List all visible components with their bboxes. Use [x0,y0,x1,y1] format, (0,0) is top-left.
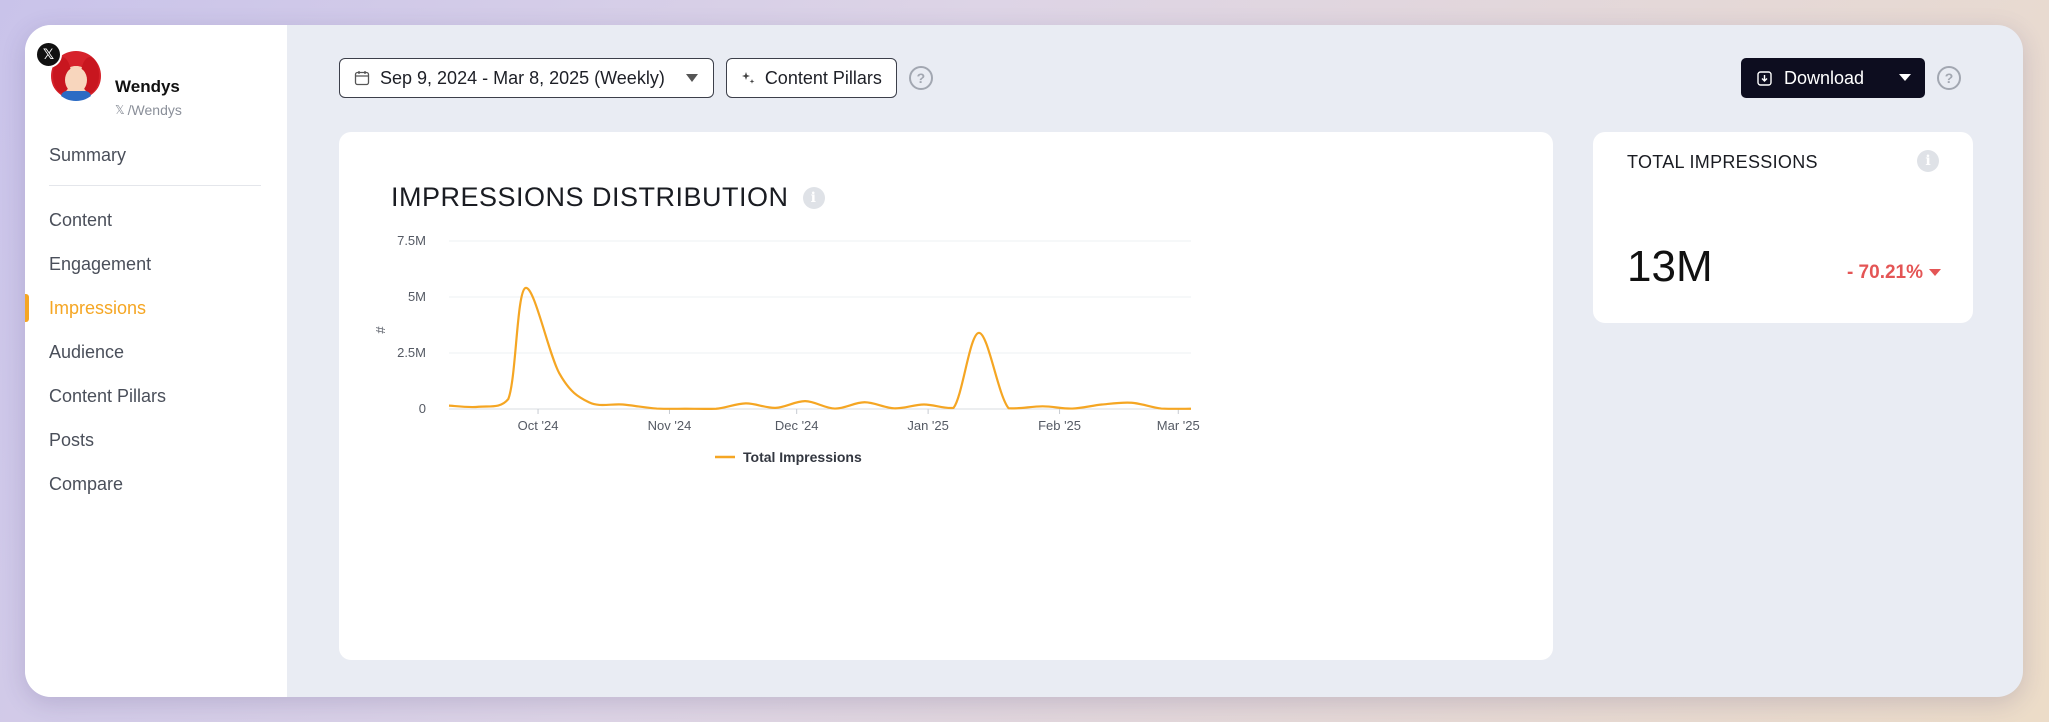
chart-title: IMPRESSIONS DISTRIBUTION i [391,182,825,213]
y-tick-label: 7.5M [397,233,426,248]
triangle-down-icon [1929,269,1941,276]
sidebar-item-audience[interactable]: Audience [49,341,125,362]
sidebar-item-content[interactable]: Content [49,209,113,230]
change-badge: - 70.21% [1847,262,1941,284]
legend-item: Total Impressions [743,449,862,465]
sparkle-icon [741,72,755,84]
y-axis-label: # [373,326,388,334]
profile-handle-text: /Wendys [127,102,182,118]
x-small-icon: 𝕏 [115,103,125,117]
chart-title-text: IMPRESSIONS DISTRIBUTION [391,182,789,212]
info-icon[interactable]: i [802,186,825,209]
download-dropdown-caret[interactable] [1885,74,1925,82]
download-button[interactable]: Download [1741,58,1925,98]
change-value: - 70.21% [1846,262,1923,283]
total-impressions-info-icon[interactable]: i [1917,150,1939,172]
nav-divider [49,185,261,186]
sidebar-item-compare[interactable]: Compare [49,473,124,494]
content-pillars-button[interactable]: Content Pillars [725,58,897,98]
download-icon [1757,70,1772,86]
sidebar-nav: Summary Content Engagement Impressions A… [25,133,287,506]
content-pillars-label: Content Pillars [764,67,882,88]
caret-down-icon [1899,74,1911,81]
sidebar: 𝕏 Wendys 𝕏 /Wendys Summary Content Engag… [25,25,287,697]
x-tick-label: Oct '24 [518,418,559,433]
calendar-icon [354,71,370,86]
profile-header[interactable]: 𝕏 Wendys 𝕏 /Wendys [33,37,283,118]
y-tick-label: 0 [419,401,426,416]
download-help-icon[interactable]: ? [1937,66,1961,90]
date-range-picker[interactable]: Sep 9, 2024 - Mar 8, 2025 (Weekly) [339,58,714,98]
x-tick-label: Nov '24 [648,418,692,433]
sidebar-item-engagement[interactable]: Engagement [49,253,152,274]
date-range-label: Sep 9, 2024 - Mar 8, 2025 (Weekly) [380,67,665,88]
x-tick-label: Feb '25 [1038,418,1081,433]
app-window: 𝕏 Wendys 𝕏 /Wendys Summary Content Engag… [25,25,2023,697]
chevron-down-icon [685,74,698,82]
series-line-total-impressions [448,286,1192,410]
help-icon[interactable]: ? [908,66,933,90]
x-tick-label: Mar '25 [1157,418,1200,433]
download-label: Download [1784,67,1865,88]
impressions-chart: 0 2.5M 5M 7.5M # Oct '24 Nov '24 Dec '24 Jan '25… [373,233,1200,465]
total-impressions-title: TOTAL IMPRESSIONS [1627,152,1818,172]
profile-handle: 𝕏 /Wendys [115,102,182,118]
profile-name: Wendys [115,77,180,96]
x-tick-label: Jan '25 [907,418,949,433]
toolbar: Sep 9, 2024 - Mar 8, 2025 (Weekly) Conte… [339,58,933,98]
y-tick-label: 5M [408,289,426,304]
total-impressions-value: 13M [1627,242,1713,291]
total-impressions-card: TOTAL IMPRESSIONS i 13M - 70.21% [1593,132,1973,323]
sidebar-item-posts[interactable]: Posts [49,429,95,450]
sidebar-item-summary[interactable]: Summary [49,144,127,165]
download-group: Download ? [1741,58,1961,98]
y-tick-label: 2.5M [397,345,426,360]
x-platform-icon: 𝕏 [35,41,62,68]
impressions-distribution-card: 0 2.5M 5M 7.5M # Oct '24 Nov '24 Dec '24 Jan '25… [339,132,1553,660]
sidebar-item-content-pillars[interactable]: Content Pillars [49,385,167,406]
x-tick-label: Dec '24 [775,418,819,433]
sidebar-item-impressions[interactable]: Impressions [25,286,287,330]
